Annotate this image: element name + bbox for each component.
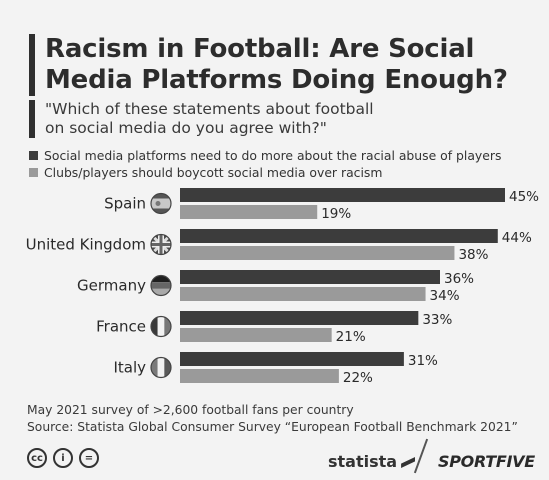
flag-stripe	[151, 288, 171, 296]
flag-stripe	[151, 198, 171, 209]
flag-outline	[150, 192, 172, 215]
flag-stripe	[151, 282, 171, 289]
bar	[180, 270, 440, 284]
category-label: France	[96, 318, 146, 336]
bar	[180, 287, 426, 301]
source-note: Source: Statista Global Consumer Survey …	[27, 420, 518, 434]
data-label: 34%	[430, 288, 460, 304]
bar	[180, 188, 505, 202]
data-label: 19%	[321, 206, 351, 222]
footer: May 2021 survey of >2,600 football fans …	[27, 402, 518, 436]
legend-item: Clubs/players should boycott social medi…	[29, 164, 501, 181]
category-label: United Kingdom	[26, 236, 146, 254]
category-label: Spain	[104, 195, 146, 213]
subtitle-block: "Which of these statements about footbal…	[29, 100, 374, 138]
sportfive-logo[interactable]: SPORTFIVE	[438, 452, 535, 471]
flag-fill	[151, 316, 171, 337]
category-label: Germany	[77, 277, 146, 295]
flag-stripe	[157, 357, 165, 378]
flag-fill	[151, 193, 171, 214]
flag-outline	[150, 356, 172, 379]
data-label: 21%	[336, 329, 366, 345]
flag-stripe	[164, 316, 171, 337]
data-label: 44%	[502, 230, 532, 246]
legend-swatch	[29, 151, 38, 160]
flag-stripe	[151, 316, 158, 337]
cc-icon[interactable]: cc	[27, 448, 47, 468]
legend-label: Social media platforms need to do more a…	[44, 148, 502, 163]
flag-stripe	[164, 357, 171, 378]
germany-flag-icon	[150, 274, 172, 297]
flag-emblem	[155, 201, 161, 206]
chart-subtitle-line-1: "Which of these statements about footbal…	[45, 100, 374, 118]
chart-subtitle-line-2: on social media do you agree with?"	[45, 119, 327, 137]
data-label: 36%	[444, 271, 474, 287]
france-flag-icon	[150, 315, 172, 338]
category-label: Italy	[113, 359, 146, 377]
bar	[180, 369, 339, 383]
chart-title-line-2: Media Platforms Doing Enough?	[45, 65, 508, 95]
title-block: Racism in Football: Are Social Media Pla…	[29, 34, 508, 96]
bar	[180, 328, 332, 342]
flag-cross	[151, 243, 171, 246]
chart-title-line-1: Racism in Football: Are Social	[45, 34, 475, 64]
data-label: 45%	[509, 189, 539, 205]
by-icon[interactable]: i	[53, 448, 73, 468]
flag-stripe	[151, 275, 171, 283]
bar	[180, 246, 455, 260]
flag-outline	[150, 274, 172, 297]
bar	[180, 352, 404, 366]
bar	[180, 311, 419, 325]
survey-note: May 2021 survey of >2,600 football fans …	[27, 403, 354, 417]
data-label: 31%	[408, 353, 438, 369]
bar-chart: Spain 45% 19% United Kingdom 44% 38% Germany 36…	[26, 188, 539, 386]
data-label: 22%	[343, 370, 373, 386]
italy-flag-icon	[150, 356, 172, 379]
nd-icon[interactable]: =	[79, 448, 99, 468]
license-icons: cc i =	[27, 448, 99, 468]
statista-mark-icon	[401, 457, 416, 468]
flag-stripe	[151, 357, 158, 378]
statista-wordmark: statista	[328, 452, 398, 471]
flag-outline	[150, 315, 172, 338]
flag-fill	[151, 357, 171, 378]
legend-item: Social media platforms need to do more a…	[29, 147, 501, 164]
flag-stripe	[157, 316, 165, 337]
statista-logo[interactable]: statista	[328, 452, 416, 471]
legend: Social media platforms need to do more a…	[29, 147, 501, 181]
legend-swatch	[29, 168, 38, 177]
uk-flag-icon	[150, 233, 172, 256]
legend-label: Clubs/players should boycott social medi…	[44, 165, 383, 180]
bar	[180, 205, 318, 219]
spain-flag-icon	[150, 192, 172, 215]
flag-fill	[151, 275, 171, 296]
bar	[180, 229, 498, 243]
data-label: 38%	[458, 247, 488, 263]
logo-divider	[413, 438, 429, 474]
flag-outline	[150, 233, 172, 256]
data-label: 33%	[422, 312, 452, 328]
